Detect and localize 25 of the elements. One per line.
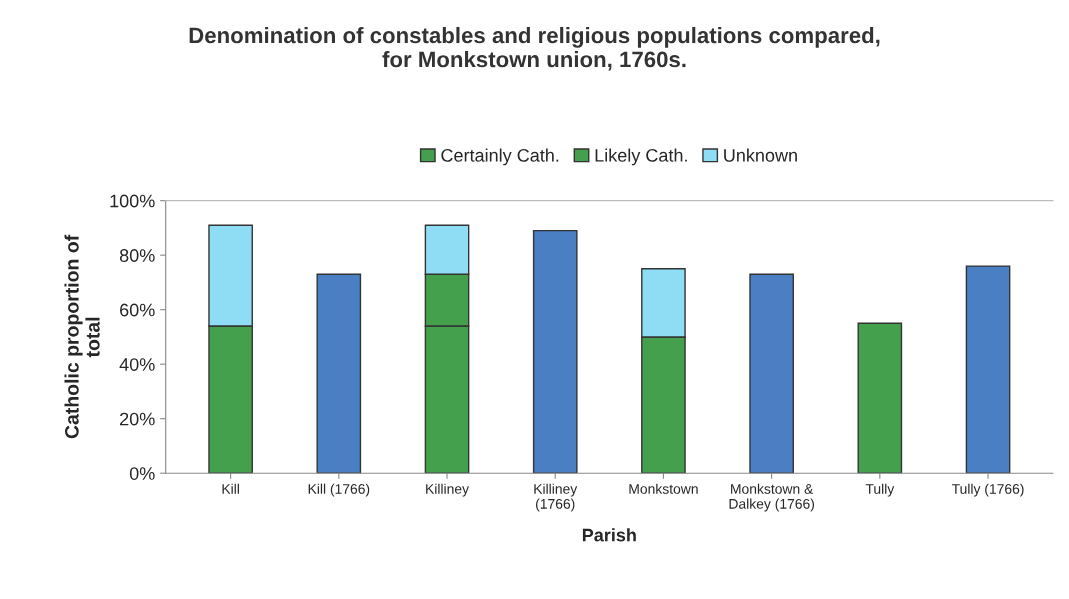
legend-label: Certainly Cath. [441,148,559,166]
y-axis-title: Catholic proportion of total [64,234,100,439]
x-tick-label: Kill (1766) [308,483,370,497]
legend-label: Unknown [724,148,797,162]
bar [965,265,1011,474]
legend-label: Likely Cath. [595,148,687,166]
x-axis-title: Parish [582,528,636,542]
y-tick-label: 80% [119,249,155,262]
x-tick-label: Killiney [426,483,469,497]
x-tick-label: Monkstown & Dalkey (1766) [729,483,815,512]
x-tick-label: Tully [865,483,895,497]
y-tick-label: 0% [129,467,155,480]
y-tick-label: 100% [110,194,155,208]
bar [857,322,903,474]
y-tick-label: 60% [120,303,155,317]
y-tick-label: 40% [119,358,155,371]
x-tick-label: Kill [222,483,239,494]
x-tick-label: Killiney (1766) [534,483,578,512]
y-tick-label: 20% [120,412,155,426]
x-tick-label: Tully (1766) [951,483,1024,497]
x-tick-label: Monkstown [629,483,698,494]
chart-title: Denomination of constables and religious populations compared, for Monkstown union, 1760s. [189,26,880,71]
bar [532,229,578,474]
bar [749,273,794,474]
bar [316,273,362,474]
